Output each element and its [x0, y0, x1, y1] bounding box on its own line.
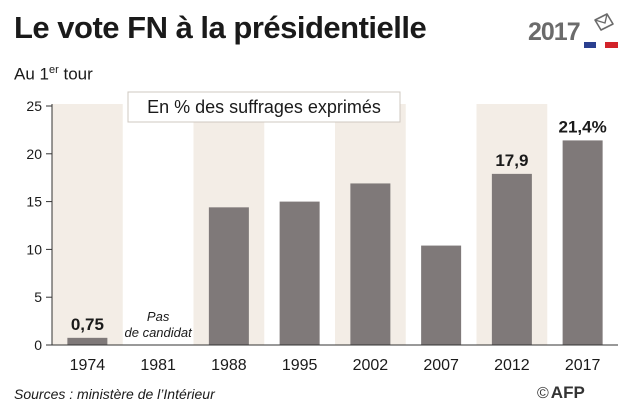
subtitle-rest: tour	[58, 64, 93, 84]
election-2017-logo: 2017	[528, 12, 618, 52]
bar-2012	[491, 173, 532, 345]
data-label-2017: 21,4%	[559, 117, 607, 136]
data-label-1974: 0,75	[71, 315, 104, 334]
y-tick-label-20: 20	[26, 146, 42, 162]
chart-title: Le vote FN à la présidentielle	[14, 10, 427, 45]
x-tick-label-1988: 1988	[211, 357, 247, 374]
x-tick-label-1974: 1974	[70, 357, 106, 374]
copyright-symbol: ©	[537, 385, 549, 402]
ballot-envelope-icon	[594, 13, 614, 31]
x-tick-label-2002: 2002	[353, 357, 389, 374]
x-tick-label-1995: 1995	[282, 357, 318, 374]
data-label-2012: 17,9	[495, 151, 528, 170]
y-tick-label-5: 5	[34, 289, 42, 305]
tricolor-stripe	[584, 42, 618, 48]
source-note: Sources : ministère de l’Intérieur	[14, 386, 215, 402]
annotation-text: En % des suffrages exprimés	[147, 97, 381, 117]
afp-logo-text: AFP	[550, 383, 585, 402]
bar-2002	[350, 183, 391, 345]
chart-subtitle: Au 1er tour	[14, 64, 93, 85]
x-tick-label-2017: 2017	[565, 357, 601, 374]
note-1981-line-1: Pas	[147, 309, 170, 324]
bar-1974	[67, 337, 108, 345]
subtitle-main: Au 1	[14, 64, 49, 84]
background-band-1974	[52, 104, 123, 345]
y-tick-label-0: 0	[34, 337, 42, 353]
x-tick-label-2012: 2012	[494, 357, 530, 374]
subtitle-superscript: er	[48, 64, 59, 76]
bar-1988	[208, 207, 249, 345]
x-tick-label-2007: 2007	[423, 357, 459, 374]
bar-2017	[562, 140, 603, 345]
x-tick-label-1981: 1981	[140, 357, 176, 374]
bar-2007	[421, 245, 462, 345]
y-tick-label-10: 10	[26, 241, 42, 257]
y-tick-label-15: 15	[26, 194, 42, 210]
bar-1995	[279, 201, 320, 345]
annotation-box	[127, 91, 401, 123]
note-1981-line-2: de candidat	[125, 325, 194, 340]
logo-year: 2017	[528, 18, 581, 46]
y-tick-label-25: 25	[26, 98, 42, 114]
afp-credit: © AFP	[537, 383, 585, 403]
